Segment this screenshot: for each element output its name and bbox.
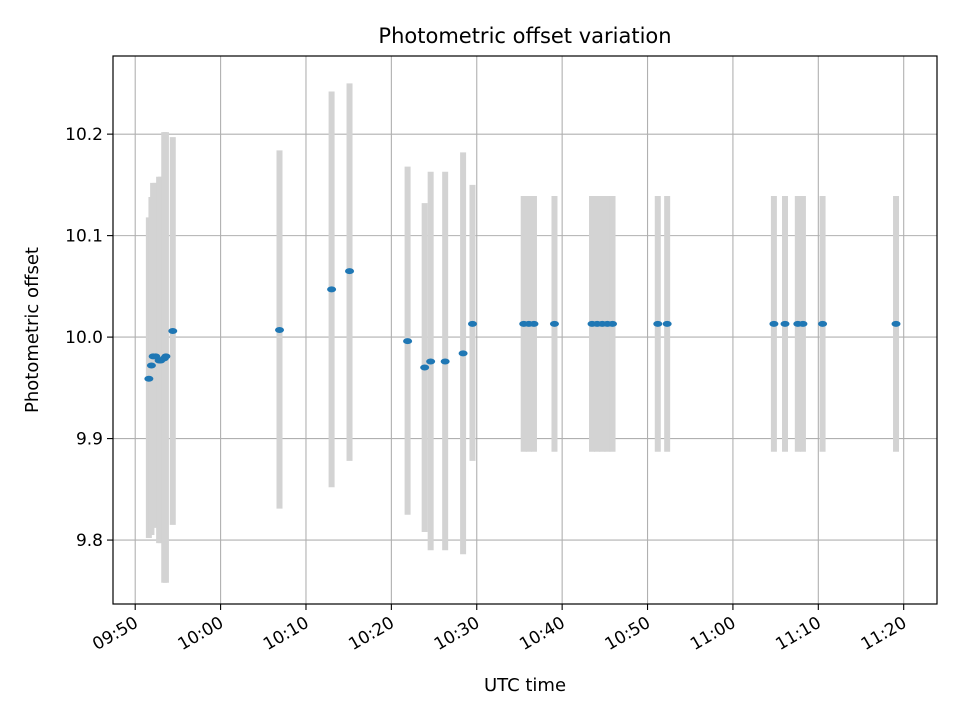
- data-point: [662, 320, 672, 327]
- y-axis-title: Photometric offset: [22, 247, 43, 413]
- y-tick-label: 9.8: [76, 531, 103, 551]
- data-point: [440, 358, 450, 365]
- data-point: [891, 320, 901, 327]
- data-point: [426, 358, 436, 365]
- data-point: [549, 320, 559, 327]
- data-point: [608, 320, 618, 327]
- y-tick-label: 10.0: [65, 328, 103, 348]
- data-point: [420, 364, 430, 371]
- plot-frame: [112, 55, 938, 605]
- data-point: [818, 320, 828, 327]
- y-tick-label: 10.2: [65, 125, 103, 145]
- data-point: [161, 353, 171, 360]
- data-point: [458, 350, 468, 357]
- y-tick-label: 9.9: [76, 430, 103, 450]
- data-point: [345, 268, 355, 275]
- data-point: [146, 362, 156, 369]
- data-point: [467, 320, 477, 327]
- data-point: [653, 320, 663, 327]
- y-tick-label: 10.1: [65, 227, 103, 247]
- data-points: [144, 268, 901, 382]
- data-point: [529, 320, 539, 327]
- data-point: [327, 286, 337, 293]
- data-point: [780, 320, 790, 327]
- chart-title: Photometric offset variation: [378, 24, 671, 48]
- y-axis-ticks: 9.8 9.9 10.0 10.1 10.2: [65, 125, 113, 551]
- data-point: [403, 338, 413, 345]
- data-point: [168, 328, 178, 335]
- data-point: [769, 320, 779, 327]
- data-point: [144, 375, 154, 382]
- data-point: [275, 327, 285, 333]
- data-point: [798, 320, 808, 327]
- x-axis-title: UTC time: [484, 675, 566, 696]
